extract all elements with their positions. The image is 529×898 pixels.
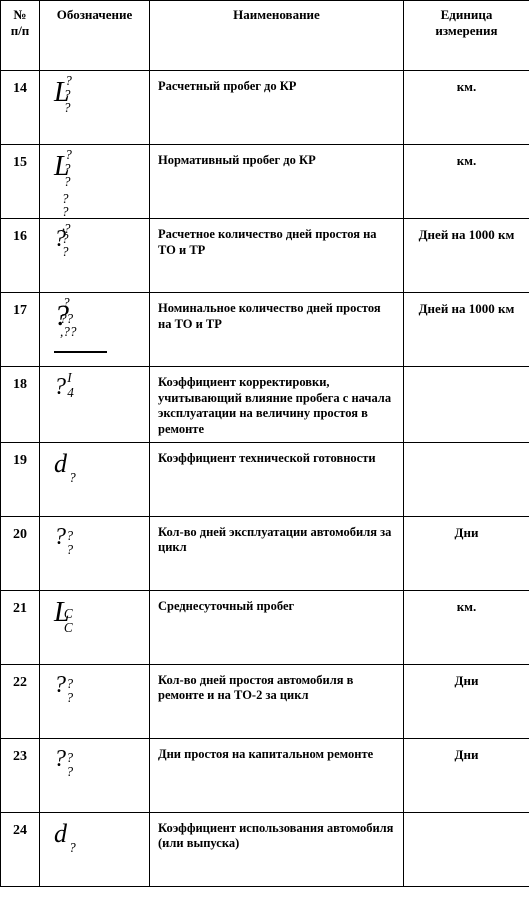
row-symbol: ?I 4 (40, 367, 150, 443)
row-number: 22 (1, 664, 40, 738)
symbol-subscript: ? ? (64, 162, 71, 188)
header-num: № п/п (1, 1, 40, 71)
row-description: Дни простоя на капитальном ремонте (150, 738, 404, 812)
symbol-expression: LС С (54, 599, 70, 627)
row-number: 16 (1, 219, 40, 293)
symbol-superscript: I (67, 371, 71, 384)
row-unit: км. (404, 145, 529, 219)
symbol-superscript: ? (65, 74, 72, 87)
symbol-subscript: С С (64, 607, 73, 633)
row-number: 14 (1, 71, 40, 145)
table-row: 16 ??? ? , ? ? Расчетное количество дней … (1, 219, 529, 293)
row-unit (404, 367, 529, 443)
row-number: 19 (1, 442, 40, 516)
symbol-base: d (54, 451, 67, 477)
row-symbol: ?? ? (40, 664, 150, 738)
symbol-subscript: ? ? (64, 88, 71, 114)
table-row: 24 d? Коэффициент использования автомобиля… (1, 812, 529, 886)
table-row: 14 L?? ? Расчетный пробег до КРкм. (1, 71, 529, 145)
table-row: 19 d? Коэффициент технической готовности (1, 442, 529, 516)
row-number: 23 (1, 738, 40, 812)
symbol-expression: ???? ,?? (54, 301, 69, 331)
symbol-expression: ?? ? (54, 673, 66, 697)
row-description: Коэффициент технической готовности (150, 442, 404, 516)
definitions-table: № п/п Обозначение Наименование Единица и… (0, 0, 529, 887)
table-body: 14L?? ?Расчетный пробег до КРкм.15L?? ?Н… (1, 71, 529, 887)
row-number: 17 (1, 293, 40, 367)
symbol-subscript: ? (69, 471, 76, 484)
row-number: 21 (1, 590, 40, 664)
symbol-subscript: ? ? (67, 529, 74, 555)
symbol-subscript: ? ? (67, 751, 74, 777)
row-description: Расчетный пробег до КР (150, 71, 404, 145)
header-unit: Единица измерения (404, 1, 529, 71)
symbol-expression: ?I4 (54, 375, 66, 399)
row-symbol: d? (40, 812, 150, 886)
row-symbol: L?? ? (40, 71, 150, 145)
symbol-base: ? (54, 525, 66, 549)
row-unit: км. (404, 590, 529, 664)
symbol-expression: d? (54, 821, 67, 847)
row-unit (404, 442, 529, 516)
row-number: 20 (1, 516, 40, 590)
row-description: Среднесуточный пробег (150, 590, 404, 664)
row-number: 24 (1, 812, 40, 886)
row-symbol: ???? ,?? (40, 293, 150, 367)
table-row: 23?? ?Дни простоя на капитальном ремонте… (1, 738, 529, 812)
symbol-base: ? (54, 747, 66, 771)
row-unit: Дни (404, 516, 529, 590)
row-description: Кол-во дней простоя автомобиля в ремонте… (150, 664, 404, 738)
symbol-expression: d? (54, 451, 67, 477)
row-symbol: ??? ? , ? ? (40, 219, 150, 293)
row-description: Коэффициент корректировки, учитывающий в… (150, 367, 404, 443)
row-unit: Дни (404, 664, 529, 738)
row-number: 18 (1, 367, 40, 443)
symbol-expression: ??? ? , ? ? (54, 227, 66, 251)
symbol-base: ? (54, 375, 66, 399)
header-sym: Обозначение (40, 1, 150, 71)
row-description: Номинальное количество дней простоя на Т… (150, 293, 404, 367)
symbol-subscript: ? (69, 841, 76, 854)
symbol-subscript: ? ? , ? ? (62, 192, 69, 258)
symbol-expression: ?? ? (54, 525, 66, 549)
table-row: 17 ???? ,?? Номинальное количество дней пр… (1, 293, 529, 367)
table-header-row: № п/п Обозначение Наименование Единица и… (1, 1, 529, 71)
symbol-subscript: 4 (67, 386, 74, 399)
row-number: 15 (1, 145, 40, 219)
symbol-subscript: ?? ,?? (60, 312, 76, 338)
row-description: Нормативный пробег до КР (150, 145, 404, 219)
page: № п/п Обозначение Наименование Единица и… (0, 0, 529, 898)
row-unit: Дни (404, 738, 529, 812)
symbol-expression: L?? ? (54, 153, 70, 181)
symbol-expression: L?? ? (54, 79, 70, 107)
row-symbol: LС С (40, 590, 150, 664)
row-unit: км. (404, 71, 529, 145)
symbol-base: ? (54, 673, 66, 697)
row-description: Кол-во дней эксплуатации автомобиля за ц… (150, 516, 404, 590)
header-name: Наименование (150, 1, 404, 71)
row-description: Коэффициент использования автомобиля (ил… (150, 812, 404, 886)
row-symbol: ?? ? (40, 516, 150, 590)
row-unit: Дней на 1000 км (404, 293, 529, 367)
table-row: 21 LС С Среднесуточный пробегкм. (1, 590, 529, 664)
row-symbol: L?? ? (40, 145, 150, 219)
symbol-expression: ?? ? (54, 747, 66, 771)
row-unit: Дней на 1000 км (404, 219, 529, 293)
table-row: 20?? ?Кол-во дней эксплуатации автомобил… (1, 516, 529, 590)
symbol-subscript: ? ? (67, 677, 74, 703)
symbol-underline (54, 351, 107, 353)
symbol-superscript: ? (63, 296, 70, 309)
symbol-base: d (54, 821, 67, 847)
symbol-superscript: ? (65, 148, 72, 161)
row-symbol: d? (40, 442, 150, 516)
row-unit (404, 812, 529, 886)
row-symbol: ?? ? (40, 738, 150, 812)
table-row: 22?? ?Кол-во дней простоя автомобиля в р… (1, 664, 529, 738)
table-row: 18?I 4 Коэффициент корректировки, учитываю… (1, 367, 529, 443)
row-description: Расчетное количество дней простоя на ТО … (150, 219, 404, 293)
table-row: 15 L?? ? Нормативный пробег до КРкм. (1, 145, 529, 219)
